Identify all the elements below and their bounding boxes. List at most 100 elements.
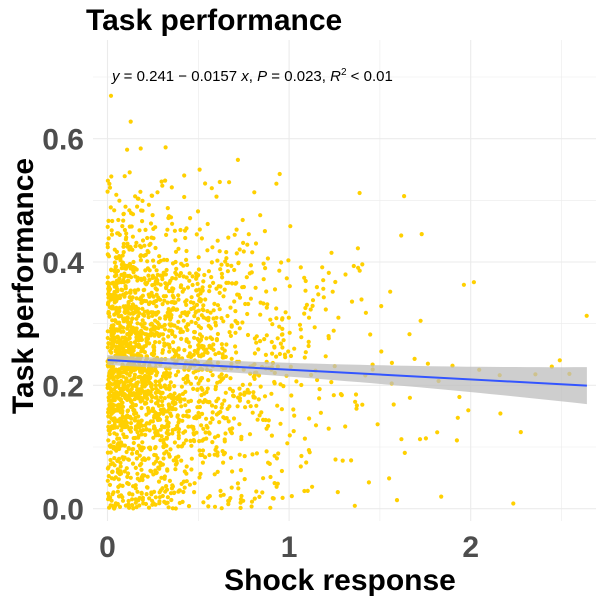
data-point [272, 481, 277, 486]
data-point [118, 324, 123, 329]
data-point [183, 403, 188, 408]
data-point [122, 174, 127, 179]
data-point [178, 227, 183, 233]
data-point [125, 349, 130, 354]
data-point [139, 491, 144, 496]
data-point [333, 279, 338, 285]
data-point [156, 325, 161, 331]
data-point [157, 490, 162, 495]
data-point [146, 202, 151, 207]
data-point [425, 361, 430, 366]
data-point [136, 314, 141, 319]
data-point [336, 315, 341, 320]
data-point [186, 424, 191, 429]
data-point [237, 422, 242, 427]
data-point [205, 221, 210, 227]
data-point [113, 349, 118, 354]
data-point [191, 424, 196, 430]
data-point [166, 432, 171, 437]
data-point [321, 295, 326, 300]
data-point [138, 337, 144, 342]
data-point [146, 505, 152, 510]
points-layer [105, 93, 589, 511]
data-point [112, 269, 118, 274]
data-point [150, 313, 155, 318]
data-point [145, 248, 150, 254]
data-point [161, 437, 166, 442]
data-point [248, 263, 253, 268]
data-point [302, 355, 307, 360]
data-point [196, 255, 201, 260]
data-point [264, 333, 269, 338]
regression-annotation: y = 0.241 − 0.0157 x, P = 0.023, R2 < 0.… [111, 67, 393, 85]
data-point [335, 490, 340, 495]
data-point [112, 208, 117, 213]
data-point [108, 205, 113, 210]
data-point [154, 459, 159, 464]
data-point [156, 322, 161, 327]
data-point [252, 351, 257, 356]
data-point [352, 503, 357, 508]
data-point [110, 382, 115, 387]
data-point [153, 433, 159, 438]
data-point [197, 227, 202, 232]
data-point [106, 281, 111, 286]
data-point [238, 468, 243, 473]
data-point [317, 396, 322, 401]
data-point [142, 276, 147, 281]
data-point [194, 232, 199, 237]
data-point [142, 350, 147, 355]
data-point [138, 374, 143, 379]
data-point [128, 370, 134, 375]
data-point [466, 408, 471, 413]
data-point [245, 242, 250, 247]
data-point [158, 282, 163, 287]
data-point [291, 429, 296, 434]
data-point [239, 434, 244, 439]
data-point [224, 373, 229, 378]
data-point [246, 399, 251, 404]
annotation-p-var: P [257, 68, 267, 85]
data-point [225, 406, 230, 411]
data-point [160, 403, 165, 408]
data-point [206, 430, 211, 435]
data-point [196, 381, 201, 386]
data-point [243, 301, 248, 307]
data-point [281, 338, 286, 343]
data-point [264, 449, 269, 454]
x-axis-title: Shock response [224, 564, 456, 597]
data-point [130, 447, 135, 452]
data-point [287, 284, 292, 289]
data-point [250, 250, 255, 255]
data-point [187, 482, 192, 487]
data-point [235, 157, 240, 162]
data-point [124, 466, 129, 471]
data-point [198, 471, 203, 476]
data-point [360, 262, 365, 267]
data-point [122, 294, 127, 299]
data-point [165, 428, 170, 433]
data-point [171, 306, 176, 311]
data-point [222, 398, 227, 403]
data-point [199, 313, 204, 318]
data-point [106, 291, 111, 296]
data-point [143, 368, 148, 373]
data-point [112, 431, 117, 436]
data-point [172, 300, 177, 305]
data-point [128, 340, 133, 345]
data-point [105, 189, 110, 194]
data-point [130, 503, 135, 508]
data-point [144, 492, 149, 497]
data-point [219, 271, 224, 276]
data-point [247, 382, 253, 387]
data-point [170, 286, 175, 291]
data-point [151, 435, 156, 440]
data-point [289, 393, 294, 398]
data-point [179, 458, 184, 463]
data-point [131, 270, 136, 275]
data-point [160, 493, 165, 499]
data-point [299, 335, 304, 340]
data-point [127, 224, 132, 229]
data-point [182, 173, 187, 178]
data-point [112, 506, 117, 511]
